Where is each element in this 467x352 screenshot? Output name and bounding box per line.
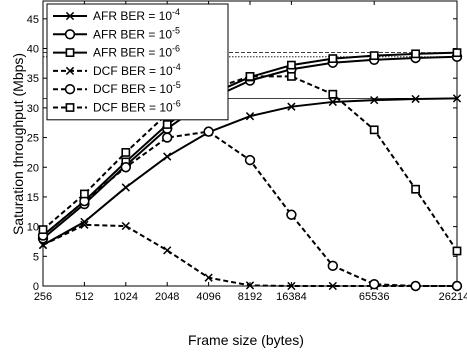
legend-exponent: -4 [173,62,181,72]
legend: AFR BER = 10-4 AFR BER = 10-5 AFR BER = 10… [46,3,229,121]
data-point [162,120,172,129]
legend-label: DCF BER = 10-6 [93,99,181,115]
data-point [452,246,462,256]
y-tick-label: 40 [27,44,39,56]
legend-entry: AFR BER = 10-6 [53,44,180,60]
legend-marker [65,11,75,21]
y-tick-label: 45 [27,14,39,26]
legend-label: AFR BER = 10-5 [93,25,180,41]
y-tick-label: 35 [27,73,39,85]
data-point [120,162,132,173]
legend-exponent: -4 [172,7,180,17]
data-point [369,125,379,135]
legend-entry: DCF BER = 10-6 [53,99,181,115]
data-point [80,189,89,199]
x-tick-label: 8192 [238,291,262,303]
data-point [121,221,130,231]
x-axis-label: Frame size (bytes) [188,332,304,348]
series-group [37,48,463,292]
data-point [328,54,338,63]
x-tick-label: 2048 [155,291,179,303]
data-point [245,112,255,121]
data-point [328,97,337,107]
legend-marker [64,83,76,95]
legend-exponent: -6 [172,44,180,54]
axes: 0 5 10 15 20 25 30 35 40 45 256 512 1024 2048 4096 8192… [27,0,467,303]
series-4 [38,220,462,291]
series-6 [38,72,462,256]
data-point [452,48,462,58]
data-point [328,89,338,99]
data-point [287,281,296,291]
legend-marker [65,66,75,76]
data-point [121,183,130,192]
x-tick-label: 256 [34,291,52,303]
data-point [204,273,213,282]
legend-entry: DCF BER = 10-5 [53,80,181,96]
data-point [452,94,462,103]
series-line [42,97,458,246]
legend-marker [65,48,75,57]
y-tick-label: 25 [27,133,39,145]
series-line [42,130,457,287]
legend-box [46,3,229,121]
x-tick-label: 262144 [439,291,467,303]
data-point [286,209,297,220]
data-point [286,60,296,70]
data-point [369,279,380,290]
x-tick-label: 512 [75,291,93,303]
data-point [244,154,256,166]
legend-entry: DCF BER = 10-4 [53,62,181,78]
y-tick-label: 30 [27,103,39,115]
data-point [328,281,337,291]
legend-marker [65,103,75,112]
x-tick-label: 65536 [359,291,390,303]
data-point [80,220,89,229]
series-line [42,75,458,252]
data-point [245,72,255,81]
y-tick-label: 5 [33,251,39,263]
data-point [163,246,172,255]
x-tick-label: 4096 [196,291,220,303]
series-1 [38,94,462,250]
data-point [287,102,296,111]
data-point [245,281,255,290]
data-point [163,152,172,161]
y-tick-label: 20 [27,162,39,174]
data-point [38,240,48,250]
data-point [411,184,420,194]
legend-label: AFR BER = 10-6 [93,44,180,60]
legend-label: AFR BER = 10-4 [93,7,180,23]
data-point [370,96,379,105]
legend-marker [64,29,76,40]
data-point [411,49,420,59]
data-point [327,260,338,272]
x-tick-label: 16384 [276,291,307,303]
y-axis-label: Saturation throughput (Mbps) [10,53,26,235]
x-tick-label: 1024 [114,291,138,303]
legend-entry: AFR BER = 10-5 [53,25,180,41]
data-point [286,72,296,81]
legend-exponent: -5 [173,80,181,90]
y-tick-label: 15 [27,192,39,204]
legend-label: DCF BER = 10-4 [93,62,181,78]
data-point [121,148,131,157]
legend-label: DCF BER = 10-5 [93,80,181,96]
data-point [38,225,48,234]
data-point [369,51,379,61]
legend-exponent: -6 [173,99,181,109]
series-line [42,223,457,287]
data-point [203,126,214,137]
series-5 [37,126,463,292]
data-point [411,94,420,104]
y-tick-label: 0 [33,281,39,293]
legend-entry: AFR BER = 10-4 [53,7,180,23]
data-point [410,280,421,292]
data-point [162,132,173,143]
y-tick-label: 10 [27,222,39,234]
legend-exponent: -5 [172,25,180,35]
data-point [451,280,463,292]
